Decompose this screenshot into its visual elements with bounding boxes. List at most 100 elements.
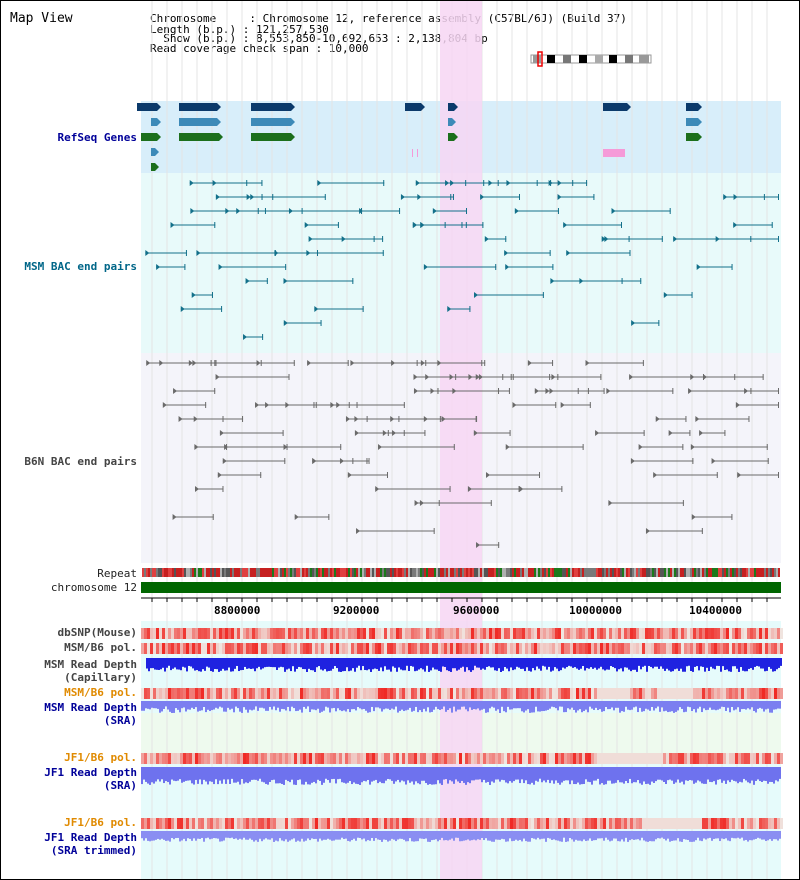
depth-bar [420,658,422,669]
bac-end-marker [593,194,595,200]
depth-bar [395,701,397,707]
depth-bar [373,701,375,712]
heat-cell [687,628,690,639]
depth-bar [343,767,345,783]
highlighted-region[interactable] [440,1,482,880]
depth-bar [282,658,284,668]
depth-bar [357,831,359,838]
depth-bar [202,658,204,670]
bac-end-marker [185,250,187,256]
heat-cell [645,643,648,654]
repeat-block [192,568,194,577]
depth-bar [553,701,555,708]
track-label-msm-b6-pol-2[interactable]: MSM/B6 pol. [64,686,137,699]
depth-bar [310,658,312,671]
heat-cell [591,818,594,829]
track-label-b6n-bac[interactable]: B6N BAC end pairs [24,455,137,468]
depth-bar [370,658,372,672]
heat-cell [444,688,447,699]
track-label-jf1-trimmed[interactable]: JF1 Read Depth [44,831,137,844]
heat-cell [444,818,447,829]
depth-bar [494,658,496,671]
track-label-msm-b6-pol[interactable]: MSM/B6 pol. [64,641,137,654]
depth-bar [241,701,243,713]
heat-cell [714,643,717,654]
bac-end-marker [224,444,229,450]
depth-bar [465,701,467,710]
gene-arrow [157,103,161,111]
depth-bar [717,767,719,780]
depth-bar [388,658,390,670]
repeat-track[interactable] [142,568,780,577]
heat-cell [270,628,273,639]
depth-bar [777,701,779,709]
heat-cell [273,753,276,764]
track-label-refseq[interactable]: RefSeq Genes [57,131,137,144]
depth-bar [498,658,500,669]
msm-bac-pairs[interactable] [145,180,779,340]
depth-bar [712,658,714,669]
track-label-msm-bac[interactable]: MSM BAC end pairs [24,260,137,273]
repeat-block [334,568,336,577]
heat-cell [564,688,567,699]
bac-end-marker [560,402,565,408]
track-label-jf1-depth[interactable]: JF1 Read Depth [44,766,137,779]
heat-cell [144,688,147,699]
depth-bar [215,831,217,839]
depth-bar [747,767,749,783]
depth-bar [146,658,148,669]
heat-cell [168,688,171,699]
depth-bar [507,831,509,842]
heat-cell [561,818,564,829]
depth-bar [203,701,205,708]
depth-bar [635,701,637,707]
heat-cell [363,643,366,654]
depth-bar [277,767,279,784]
bac-end-marker [262,334,264,340]
heat-cell [186,643,189,654]
heat-cell [762,753,765,764]
heat-cell [141,643,144,654]
repeat-block [702,568,704,577]
heat-cell [276,628,279,639]
depth-bar [243,701,245,708]
heat-cell [474,753,477,764]
refseq-genes[interactable] [137,103,702,171]
bac-end-marker [550,278,555,284]
heat-cell [561,753,564,764]
heat-cell [180,628,183,639]
heat-cell [672,643,675,654]
heat-cell [549,753,552,764]
chromosome-bar[interactable] [141,582,781,593]
track-label-dbsnp[interactable]: dbSNP(Mouse) [57,626,137,639]
track-label-msm-depth-sra[interactable]: MSM Read Depth [44,701,137,714]
heat-cell [375,688,378,699]
read-depth-tracks[interactable] [141,658,782,842]
heat-cell [762,643,765,654]
b6n-bac-pairs[interactable] [146,360,779,548]
heat-cell [348,753,351,764]
heat-cell [207,753,210,764]
repeat-block [762,568,764,577]
heat-cell [579,688,582,699]
depth-bar [663,767,665,782]
track-label-jf1-b6-pol-2[interactable]: JF1/B6 pol. [64,816,137,829]
depth-bar [672,658,674,672]
depth-bar [403,767,405,782]
depth-bar [267,767,269,785]
track-label-jf1-b6-pol[interactable]: JF1/B6 pol. [64,751,137,764]
chromosome-ideogram[interactable] [530,51,652,67]
heat-cell [360,688,363,699]
heat-cell [507,818,510,829]
repeat-block [204,568,206,577]
depth-bar [728,658,730,672]
repeat-block [568,568,570,577]
track-label-msm-depth-capillary[interactable]: MSM Read Depth [44,658,137,671]
heat-cell [615,818,618,829]
depth-bar [414,658,416,672]
depth-bar [461,767,463,781]
heat-cell [666,643,669,654]
polymorphism-tracks[interactable] [141,628,783,829]
heat-cell [630,753,633,764]
